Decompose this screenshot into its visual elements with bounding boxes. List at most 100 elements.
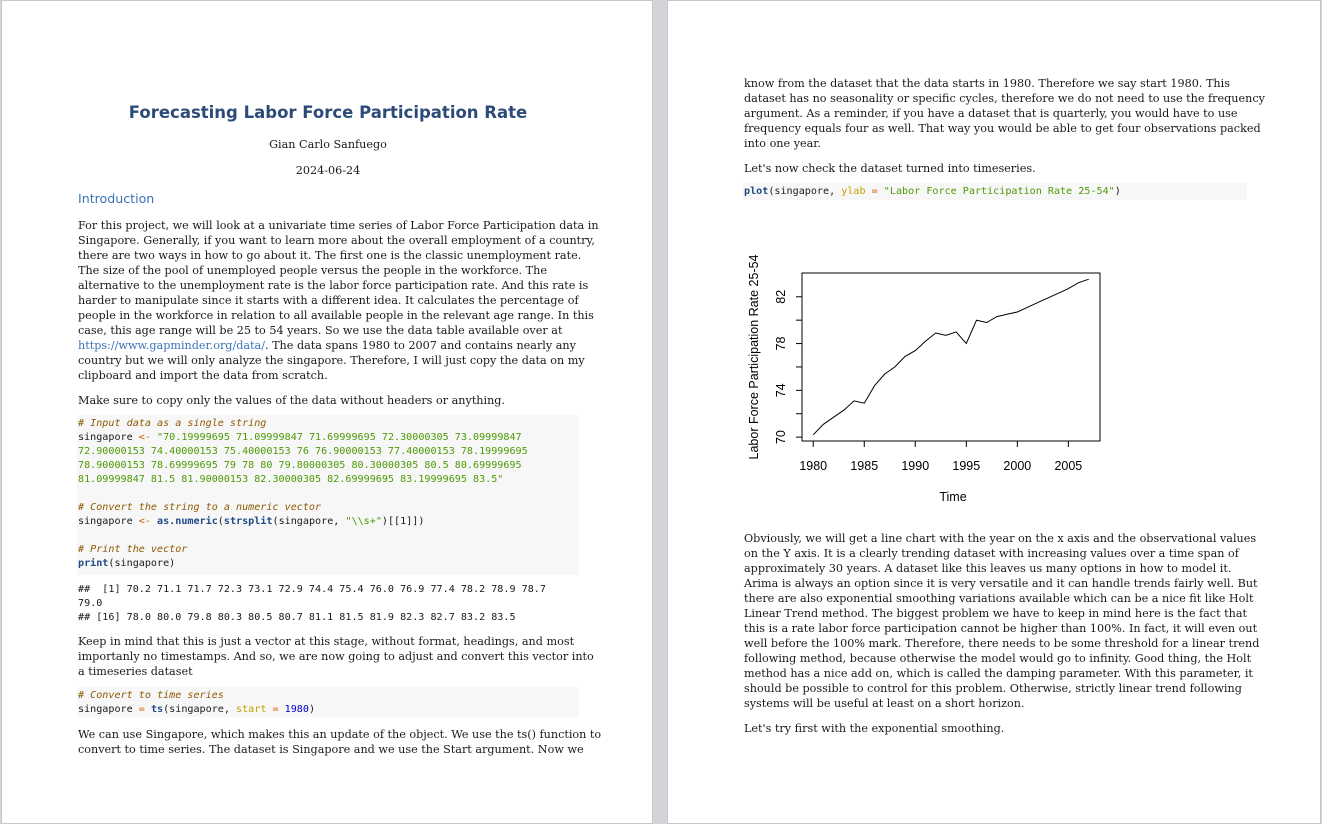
code-operator: <- xyxy=(138,516,151,527)
continuation-line: know from the dataset that the data star… xyxy=(744,77,1230,90)
code-argname: ylab xyxy=(841,186,866,197)
x-axis-label: Time xyxy=(939,490,966,504)
code-string: "70.19999695 71.09999847 71.69999695 72.… xyxy=(157,432,522,443)
y-axis-label: Labor Force Participation Rate 25-54 xyxy=(747,254,761,459)
code-arg: (singapore, xyxy=(272,516,346,527)
code-string: 78.90000153 78.69999695 79 78 80 79.8000… xyxy=(78,460,522,471)
y-tick-label: 70 xyxy=(774,430,788,444)
code-arg: ) xyxy=(308,704,316,715)
intro-line: For this project, we will look at a univ… xyxy=(78,219,599,232)
final-paragraph: Let's try first with the exponential smo… xyxy=(744,721,1004,736)
intro-paragraph: For this project, we will look at a univ… xyxy=(78,218,599,383)
ts-note-line: convert to time series. The dataset is S… xyxy=(78,743,584,756)
ts-note-paragraph: We can use Singapore, which makes this a… xyxy=(78,727,601,757)
intro-line: Singapore. Generally, if you want to lea… xyxy=(78,234,595,247)
analysis-line: this is a rate labor force participation… xyxy=(744,622,1258,635)
y-tick-label: 82 xyxy=(774,290,788,304)
code-block-plot: plot(singapore, ylab = "Labor Force Part… xyxy=(743,183,1247,200)
x-tick-label: 1995 xyxy=(952,459,980,473)
intro-line: harder to manipulate since it starts wit… xyxy=(78,294,579,307)
code-string: "Labor Force Participation Rate 25-54" xyxy=(883,186,1115,197)
code-comment: # Input data as a single string xyxy=(78,418,267,429)
analysis-line: Obviously, we will get a line chart with… xyxy=(744,532,1257,545)
continuation-line: argument. As a reminder, if you have a d… xyxy=(744,107,1238,120)
document-date: 2024-06-24 xyxy=(295,164,361,177)
output-line: 79.0 xyxy=(78,598,103,609)
code-string: 72.90000153 74.40000153 75.40000153 76 7… xyxy=(78,446,528,457)
analysis-line: on the Y axis. It is a clearly trending … xyxy=(744,547,1239,560)
time-series-line-chart: 1980 1985 1990 1995 2000 2005 70 74 78 82 Time L… xyxy=(747,254,1101,504)
document-page-1: Forecasting Labor Force Participation Ra… xyxy=(1,0,653,824)
vector-note-line: a timeseries dataset xyxy=(78,665,193,678)
code-arg: ) xyxy=(1114,186,1121,197)
final-line: Let's try first with the exponential smo… xyxy=(744,722,1005,735)
copy-instruction: Make sure to copy only the values of the… xyxy=(78,394,506,407)
code-comment: # Print the vector xyxy=(78,544,188,555)
x-tick-label: 1980 xyxy=(799,459,827,473)
intro-line-with-link: https://www.gapminder.org/data/. The dat… xyxy=(78,338,599,353)
intro-line: case, this age range will be 25 to 54 ye… xyxy=(78,324,563,337)
analysis-line: following method, because otherwise the … xyxy=(744,652,1252,665)
check-line: Let's now check the dataset turned into … xyxy=(744,162,1036,175)
code-function: ts xyxy=(150,704,164,715)
code-operator: = xyxy=(272,704,279,715)
code-block-input: # Input data as a single string singapor… xyxy=(77,415,579,491)
copy-instruction-paragraph: Make sure to copy only the values of the… xyxy=(78,393,505,408)
series-line xyxy=(812,278,1089,436)
vector-note-paragraph: Keep in mind that this is just a vector … xyxy=(78,634,594,679)
continuation-line: dataset has no seasonality or specific c… xyxy=(744,92,1265,105)
code-function: strsplit xyxy=(223,516,273,527)
y-axis: 70 74 78 82 xyxy=(774,290,803,444)
continuation-line: into one year. xyxy=(744,137,821,150)
analysis-line: there are also exponential smoothing var… xyxy=(744,592,1254,605)
intro-line: alternative to the unemployment rate is … xyxy=(78,279,589,292)
section-heading-introduction: Introduction xyxy=(78,191,155,206)
gapminder-link[interactable]: https://www.gapminder.org/data/ xyxy=(78,339,265,352)
x-axis: 1980 1985 1990 1995 2000 2005 xyxy=(799,440,1082,473)
code-block-print: # Print the vector print(singapore) xyxy=(77,533,579,575)
intro-line: clipboard and import the data from scrat… xyxy=(78,369,328,382)
code-function: as.numeric xyxy=(157,516,218,527)
x-tick-label: 1990 xyxy=(901,459,929,473)
code-argname: start xyxy=(236,704,267,715)
analysis-line: Linear Trend method. The biggest problem… xyxy=(744,607,1247,620)
intro-line: there are two ways in how to go about it… xyxy=(78,249,582,262)
continuation-paragraph: know from the dataset that the data star… xyxy=(744,76,1265,151)
analysis-line: method has a nice add on, which is calle… xyxy=(744,667,1253,680)
code-function: print xyxy=(78,558,109,569)
analysis-line: approximately 30 years. A dataset like t… xyxy=(744,562,1232,575)
document-title: Forecasting Labor Force Participation Ra… xyxy=(128,103,528,122)
code-block-convert: # Convert the string to a numeric vector… xyxy=(77,491,579,533)
code-comment: # Convert the string to a numeric vector xyxy=(78,502,322,513)
x-tick-label: 1985 xyxy=(850,459,878,473)
code-var: singapore xyxy=(78,704,133,715)
code-function: plot xyxy=(744,186,769,197)
analysis-line: well before the 100% mark. Therefore, th… xyxy=(744,637,1260,650)
code-operator: = xyxy=(138,704,145,715)
link-line-rest: . The data spans 1980 to 2007 and contai… xyxy=(264,339,576,352)
code-arg: (singapore) xyxy=(108,558,176,569)
analysis-line: Arima is always an option since it is ve… xyxy=(744,577,1258,590)
y-tick-label: 74 xyxy=(774,383,788,397)
document-page-2: know from the dataset that the data star… xyxy=(667,0,1321,824)
intro-line: country but we will only analyze the sin… xyxy=(78,354,585,367)
y-tick-label: 78 xyxy=(774,337,788,351)
code-output-block: ## [1] 70.2 71.1 71.7 72.3 73.1 72.9 74.… xyxy=(77,581,579,625)
output-line: ## [1] 70.2 71.1 71.7 72.3 73.1 72.9 74.… xyxy=(78,584,546,595)
ts-note-line: We can use Singapore, which makes this a… xyxy=(78,728,602,741)
check-paragraph: Let's now check the dataset turned into … xyxy=(744,161,1036,176)
code-arg: (singapore, xyxy=(768,186,842,197)
code-string: 81.09999847 81.5 81.90000153 82.30000305… xyxy=(78,474,504,485)
x-tick-label: 2000 xyxy=(1003,459,1031,473)
analysis-paragraph: Obviously, we will get a line chart with… xyxy=(744,531,1259,711)
code-operator: = xyxy=(871,186,878,197)
analysis-line: systems will be useful at least on a sho… xyxy=(744,697,1025,710)
vector-note-line: Keep in mind that this is just a vector … xyxy=(78,635,575,648)
intro-line: people in the workforce in relation to a… xyxy=(78,309,594,322)
plot-box xyxy=(801,272,1101,442)
code-block-ts: # Convert to time series singapore = ts(… xyxy=(77,687,579,717)
document-author: Gian Carlo Sanfuego xyxy=(269,138,387,151)
code-arg: )[[1]]) xyxy=(381,516,425,527)
continuation-line: frequency equals four as well. That way … xyxy=(744,122,1261,135)
code-var: singapore xyxy=(78,432,133,443)
